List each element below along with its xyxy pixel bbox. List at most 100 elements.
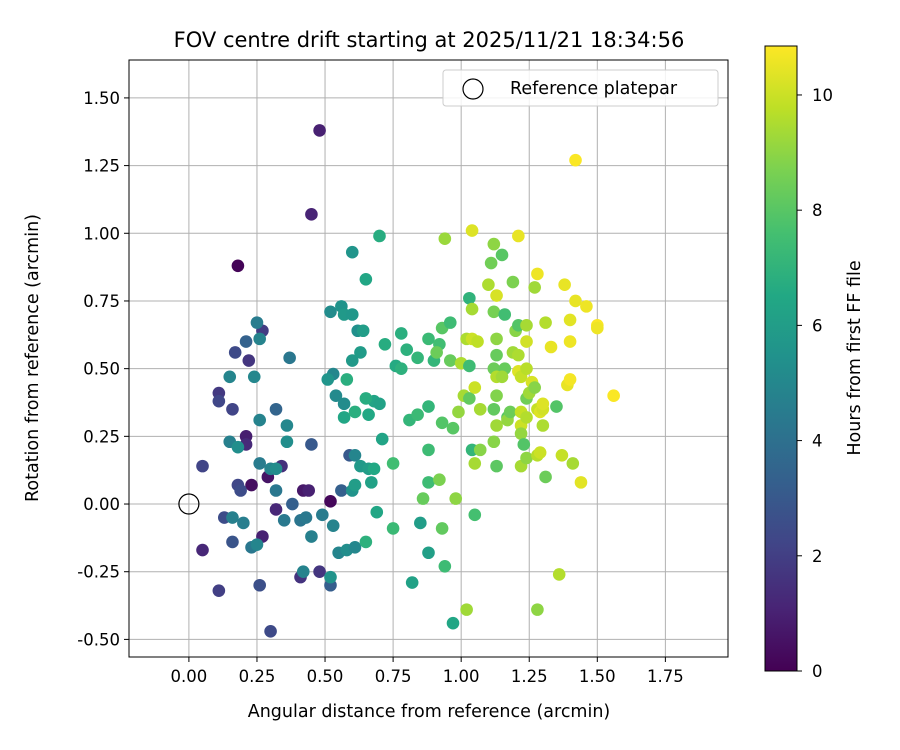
scatter-point bbox=[506, 275, 520, 289]
scatter-point bbox=[280, 419, 294, 432]
y-tick-label: 0.50 bbox=[83, 360, 120, 379]
scatter-point bbox=[528, 381, 541, 394]
scatter-point bbox=[411, 408, 424, 421]
scatter-point bbox=[348, 405, 362, 419]
scatter-point bbox=[321, 373, 335, 386]
scatter-point bbox=[348, 448, 362, 462]
scatter-point bbox=[555, 448, 569, 462]
scatter-point bbox=[536, 419, 550, 432]
scatter-point bbox=[305, 208, 318, 221]
scatter-point bbox=[517, 438, 531, 451]
scatter-point bbox=[269, 503, 283, 516]
scatter-point bbox=[443, 316, 457, 329]
scatter-point bbox=[460, 603, 473, 616]
colorbar-tick-label: 2 bbox=[812, 547, 823, 566]
scatter-point bbox=[512, 229, 525, 243]
scatter-point bbox=[329, 389, 343, 403]
colorbar-tick-label: 6 bbox=[812, 316, 823, 335]
scatter-point bbox=[563, 373, 577, 386]
scatter-point bbox=[416, 492, 430, 505]
scatter-point bbox=[490, 419, 503, 432]
scatter-point bbox=[359, 273, 373, 286]
scatter-point bbox=[544, 340, 558, 354]
scatter-point bbox=[531, 267, 544, 281]
scatter-point bbox=[558, 278, 571, 292]
scatter-point bbox=[471, 335, 484, 348]
scatter-point bbox=[280, 435, 294, 449]
scatter-point bbox=[345, 245, 359, 259]
scatter-point bbox=[422, 400, 435, 413]
scatter-point bbox=[326, 519, 340, 532]
scatter-point bbox=[468, 381, 482, 394]
scatter-point bbox=[359, 392, 373, 405]
colorbar-ticks: 0 2 4 6 8 10 bbox=[797, 86, 833, 681]
legend-marker-open-circle bbox=[462, 78, 484, 100]
scatter-point bbox=[196, 459, 209, 473]
x-tick-label: 0.00 bbox=[171, 667, 208, 686]
scatter-point bbox=[490, 459, 503, 473]
scatter-point bbox=[231, 259, 245, 273]
scatter-point bbox=[422, 332, 435, 346]
scatter-point bbox=[563, 313, 577, 327]
scatter-point bbox=[569, 153, 582, 167]
scatter-point bbox=[536, 397, 550, 411]
colorbar-gradient bbox=[764, 45, 798, 672]
scatter-point bbox=[520, 451, 533, 465]
scatter-point bbox=[520, 362, 533, 375]
scatter-point bbox=[359, 535, 373, 549]
scatter-point bbox=[533, 446, 547, 459]
scatter-point bbox=[414, 516, 427, 530]
scatter-point bbox=[520, 319, 533, 332]
scatter-point bbox=[482, 278, 495, 292]
scatter-point bbox=[512, 348, 525, 362]
scatter-point bbox=[487, 435, 501, 449]
scatter-point bbox=[269, 402, 283, 416]
scatter-point bbox=[495, 370, 509, 384]
legend: Reference platepar bbox=[442, 69, 719, 107]
scatter-point bbox=[335, 484, 348, 497]
scatter-point bbox=[378, 337, 392, 351]
scatter-point bbox=[269, 462, 283, 476]
scatter-point bbox=[386, 522, 400, 535]
scatter-point bbox=[337, 411, 351, 424]
scatter-point bbox=[473, 402, 487, 416]
scatter-point bbox=[463, 392, 476, 405]
scatter-point bbox=[313, 124, 326, 137]
scatter-point bbox=[446, 616, 460, 630]
x-tick-label: 1.00 bbox=[443, 667, 480, 686]
colorbar-tick-label: 0 bbox=[812, 662, 823, 681]
legend-entry-label: Reference platepar bbox=[510, 79, 678, 99]
scatter-point bbox=[484, 256, 498, 270]
scatter-point bbox=[286, 497, 299, 511]
scatter-point bbox=[196, 543, 209, 557]
scatter-point bbox=[305, 438, 318, 451]
scatter-point bbox=[299, 511, 313, 524]
scatter-point bbox=[250, 316, 264, 329]
scatter-point bbox=[253, 578, 266, 592]
scatter-point bbox=[487, 237, 501, 251]
scatter-point bbox=[348, 478, 362, 492]
scatter-point bbox=[362, 408, 375, 421]
scatter-point bbox=[269, 484, 283, 497]
scatter-point bbox=[313, 565, 326, 579]
scatter-point bbox=[340, 373, 354, 386]
scatter-point bbox=[226, 402, 239, 416]
scatter-point bbox=[487, 305, 501, 319]
scatter-point bbox=[400, 343, 414, 357]
scatter-point bbox=[411, 351, 424, 365]
scatter-point bbox=[422, 476, 435, 489]
scatter-point bbox=[296, 565, 310, 579]
plot-area-frame bbox=[128, 59, 729, 658]
scatter-point bbox=[607, 389, 620, 403]
scatter-point bbox=[438, 232, 452, 245]
scatter-point bbox=[223, 370, 237, 384]
scatter-point bbox=[226, 535, 239, 549]
scatter-point bbox=[250, 538, 264, 551]
colorbar-label: Hours from first FF file bbox=[845, 260, 865, 455]
scatter-point bbox=[463, 359, 476, 373]
scatter-point bbox=[394, 327, 408, 340]
scatter-point bbox=[226, 511, 239, 524]
reference-platepar-marker bbox=[178, 493, 200, 515]
scatter-point bbox=[552, 568, 566, 581]
